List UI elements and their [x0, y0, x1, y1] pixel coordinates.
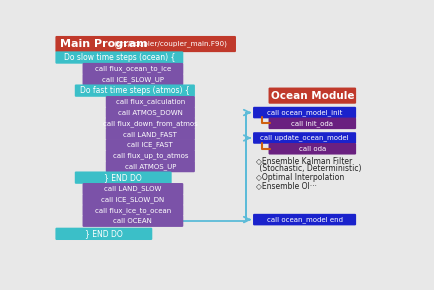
FancyBboxPatch shape: [106, 117, 195, 129]
Text: ◇Ensemble OI···: ◇Ensemble OI···: [256, 181, 317, 190]
FancyBboxPatch shape: [75, 171, 172, 184]
FancyBboxPatch shape: [75, 84, 195, 97]
Text: call ICE_SLOW_DN: call ICE_SLOW_DN: [101, 196, 164, 203]
Text: call ATMOS_UP: call ATMOS_UP: [125, 163, 176, 170]
Text: call flux_calculation: call flux_calculation: [116, 98, 185, 105]
Text: call ICE_SLOW_UP: call ICE_SLOW_UP: [102, 76, 164, 83]
FancyBboxPatch shape: [269, 117, 356, 129]
FancyBboxPatch shape: [253, 132, 356, 144]
Text: call ATMOS_DOWN: call ATMOS_DOWN: [118, 109, 183, 116]
FancyBboxPatch shape: [106, 150, 195, 162]
FancyBboxPatch shape: [253, 214, 356, 225]
FancyBboxPatch shape: [82, 74, 183, 85]
Text: Main Program: Main Program: [59, 39, 147, 49]
Text: Do fast time steps (atmos) {: Do fast time steps (atmos) {: [80, 86, 190, 95]
Text: call LAND_SLOW: call LAND_SLOW: [104, 185, 161, 192]
Text: call init_oda: call init_oda: [291, 120, 333, 127]
Text: call flux_up_to_atmos: call flux_up_to_atmos: [112, 152, 188, 159]
Text: call flux_ocean_to_ice: call flux_ocean_to_ice: [95, 65, 171, 72]
Text: call flux_down_from_atmos: call flux_down_from_atmos: [103, 120, 198, 127]
FancyBboxPatch shape: [56, 228, 152, 240]
Text: call ocean_model_init: call ocean_model_init: [267, 109, 342, 116]
FancyBboxPatch shape: [56, 36, 236, 52]
Text: call OCEAN: call OCEAN: [113, 218, 152, 224]
FancyBboxPatch shape: [269, 88, 356, 104]
Text: (Stochastic, Deterministic): (Stochastic, Deterministic): [257, 164, 362, 173]
Text: (src/coupler/coupler_main.F90): (src/coupler/coupler_main.F90): [112, 41, 227, 48]
FancyBboxPatch shape: [82, 204, 183, 216]
Text: call flux_ice_to_ocean: call flux_ice_to_ocean: [95, 207, 171, 214]
FancyBboxPatch shape: [253, 107, 356, 118]
FancyBboxPatch shape: [106, 161, 195, 172]
FancyBboxPatch shape: [82, 183, 183, 195]
FancyBboxPatch shape: [106, 139, 195, 151]
FancyBboxPatch shape: [106, 128, 195, 140]
FancyBboxPatch shape: [106, 107, 195, 118]
Text: } END DO: } END DO: [85, 229, 123, 238]
Text: call ocean_model end: call ocean_model end: [266, 216, 342, 223]
Text: ◇Optimal Interpolation: ◇Optimal Interpolation: [256, 173, 344, 182]
FancyBboxPatch shape: [82, 194, 183, 205]
Text: call oda: call oda: [299, 146, 326, 152]
Text: call update_ocean_model: call update_ocean_model: [260, 135, 349, 141]
Text: call ICE_FAST: call ICE_FAST: [128, 142, 173, 148]
Text: ◇Ensemble Kalman Filter: ◇Ensemble Kalman Filter: [256, 156, 352, 165]
Text: Ocean Module: Ocean Module: [270, 91, 354, 101]
Text: } END DO: } END DO: [104, 173, 142, 182]
FancyBboxPatch shape: [56, 51, 183, 64]
FancyBboxPatch shape: [82, 215, 183, 227]
FancyBboxPatch shape: [82, 63, 183, 75]
Text: Do slow time steps (ocean) {: Do slow time steps (ocean) {: [64, 53, 175, 62]
FancyBboxPatch shape: [106, 96, 195, 108]
Text: call LAND_FAST: call LAND_FAST: [123, 131, 177, 137]
FancyBboxPatch shape: [269, 143, 356, 155]
